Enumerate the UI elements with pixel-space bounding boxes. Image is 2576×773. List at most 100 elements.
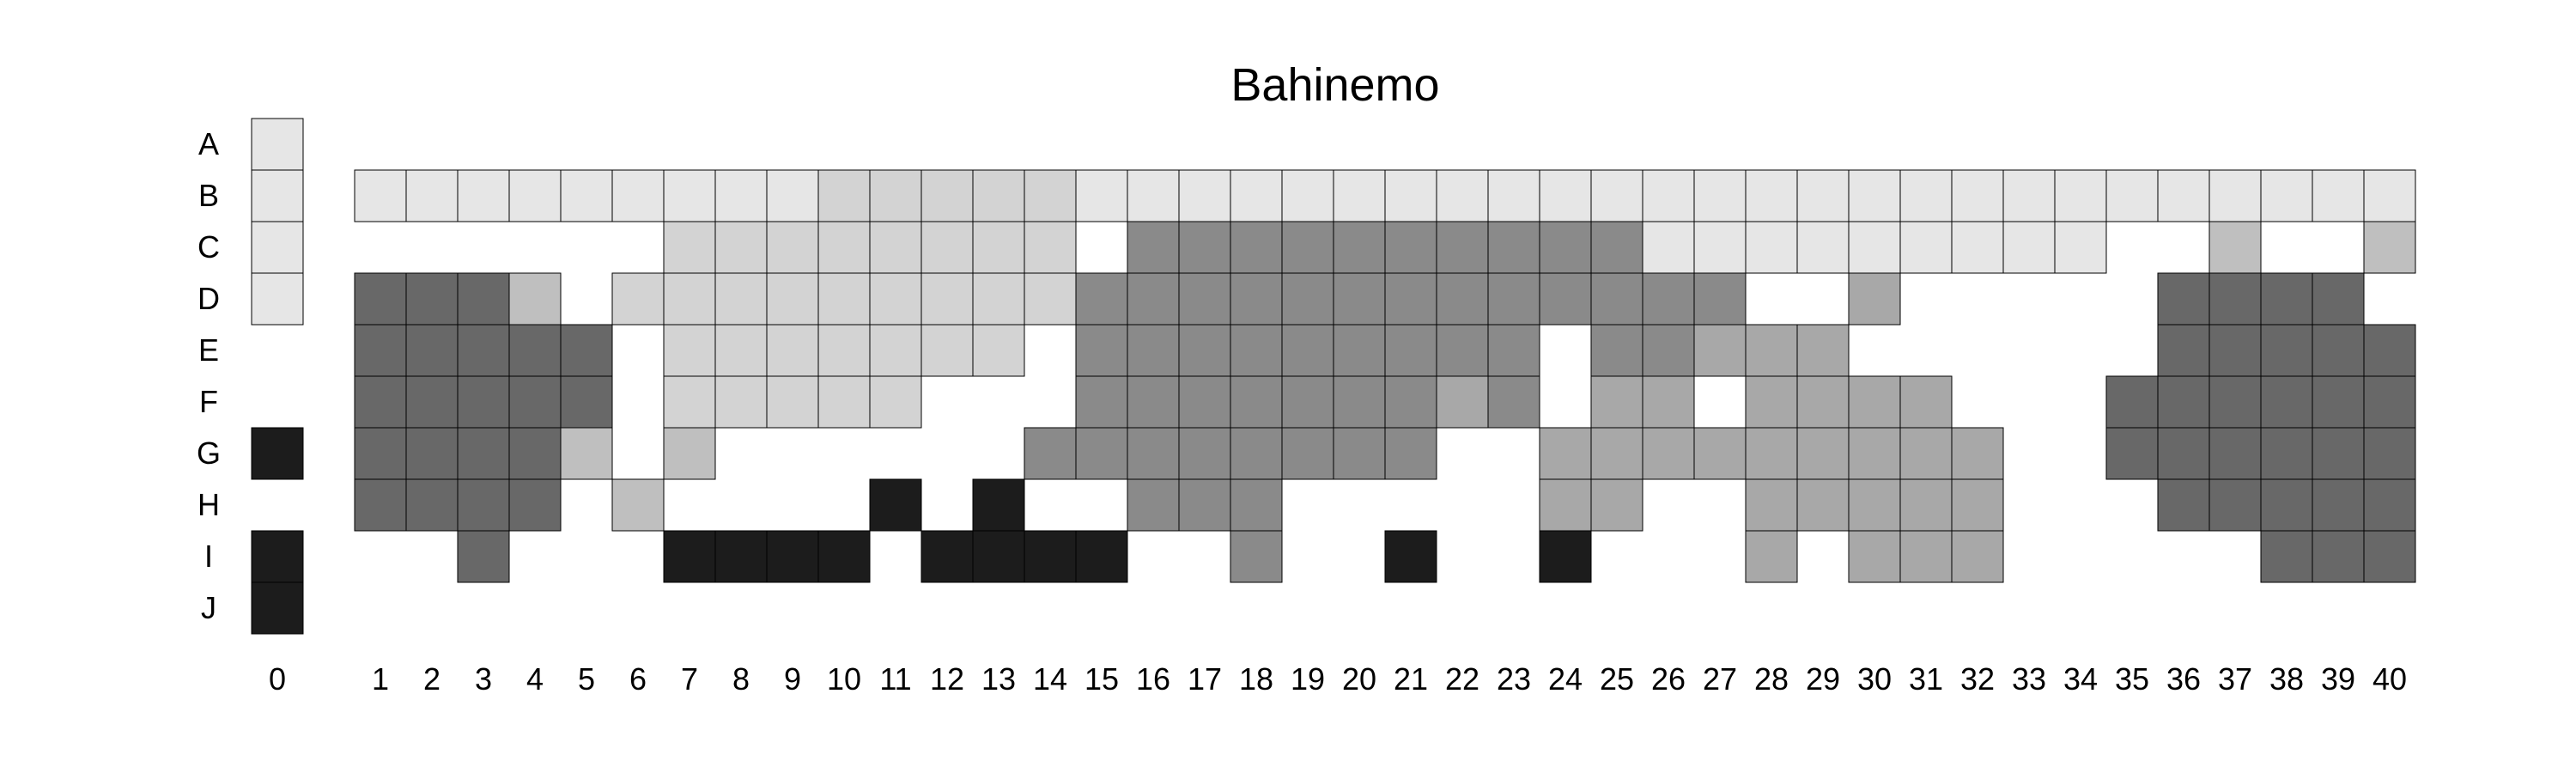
heatmap-cell-B-5	[560, 169, 613, 222]
heatmap-cell-C-40	[2363, 221, 2416, 274]
heatmap-cell-G-15	[1075, 427, 1128, 480]
column-label-27: 27	[1703, 661, 1737, 697]
heatmap-cell-F-31	[1899, 375, 1953, 429]
heatmap-cell-B-40	[2363, 169, 2416, 222]
heatmap-cell-D-13	[972, 272, 1025, 326]
heatmap-cell-C-17	[1178, 221, 1231, 274]
column-label-35: 35	[2115, 661, 2149, 697]
heatmap-cell-F-35	[2105, 375, 2159, 429]
heatmap-cell-G-32	[1951, 427, 2004, 480]
column-label-13: 13	[981, 661, 1016, 697]
heatmap-cell-I-21	[1384, 530, 1437, 583]
heatmap-cell-D-24	[1539, 272, 1592, 326]
column-label-2: 2	[423, 661, 440, 697]
heatmap-cell-I-30	[1848, 530, 1901, 583]
heatmap-cell-B-28	[1745, 169, 1798, 222]
column-label-17: 17	[1188, 661, 1222, 697]
heatmap-cell-B-36	[2157, 169, 2210, 222]
heatmap-cell-D-10	[817, 272, 871, 326]
heatmap-cell-B-31	[1899, 169, 1953, 222]
column-label-32: 32	[1960, 661, 1995, 697]
heatmap-cell-I-9	[766, 530, 819, 583]
row-label-I: I	[204, 539, 213, 574]
row-label-C: C	[197, 229, 220, 265]
row-label-F: F	[199, 384, 218, 419]
heatmap-cell-C-7	[663, 221, 716, 274]
heatmap-cell-E-36	[2157, 324, 2210, 377]
heatmap-cell-F-22	[1436, 375, 1489, 429]
heatmap-cell-G-0	[251, 427, 304, 480]
heatmap-cell-C-23	[1487, 221, 1540, 274]
column-label-7: 7	[681, 661, 698, 697]
heatmap-cell-D-11	[869, 272, 922, 326]
heatmap-cell-G-37	[2208, 427, 2262, 480]
heatmap-cell-C-8	[714, 221, 768, 274]
column-label-29: 29	[1806, 661, 1840, 697]
heatmap-cell-H-16	[1127, 478, 1180, 532]
heatmap-cell-F-19	[1281, 375, 1334, 429]
heatmap-cell-C-14	[1024, 221, 1077, 274]
heatmap-cell-B-7	[663, 169, 716, 222]
column-label-19: 19	[1291, 661, 1325, 697]
heatmap-cell-E-40	[2363, 324, 2416, 377]
heatmap-cell-G-2	[405, 427, 459, 480]
heatmap-cell-I-15	[1075, 530, 1128, 583]
heatmap-cell-F-37	[2208, 375, 2262, 429]
heatmap-cell-C-27	[1693, 221, 1747, 274]
column-label-20: 20	[1342, 661, 1376, 697]
heatmap-cell-F-36	[2157, 375, 2210, 429]
heatmap-cell-F-20	[1333, 375, 1386, 429]
heatmap-cell-E-4	[508, 324, 562, 377]
heatmap-cell-H-28	[1745, 478, 1798, 532]
heatmap-cell-C-25	[1590, 221, 1643, 274]
heatmap-cell-E-15	[1075, 324, 1128, 377]
column-label-18: 18	[1239, 661, 1273, 697]
heatmap-cell-F-18	[1230, 375, 1283, 429]
heatmap-cell-G-26	[1642, 427, 1695, 480]
heatmap-cell-I-3	[457, 530, 510, 583]
heatmap-cell-E-16	[1127, 324, 1180, 377]
heatmap-cell-H-18	[1230, 478, 1283, 532]
heatmap-cell-F-29	[1796, 375, 1850, 429]
heatmap-cell-B-12	[920, 169, 974, 222]
heatmap-cell-B-13	[972, 169, 1025, 222]
heatmap-cell-G-3	[457, 427, 510, 480]
heatmap-cell-B-37	[2208, 169, 2262, 222]
heatmap-cell-G-16	[1127, 427, 1180, 480]
heatmap-cell-F-11	[869, 375, 922, 429]
heatmap-cell-G-30	[1848, 427, 1901, 480]
heatmap-cell-E-1	[354, 324, 407, 377]
heatmap-cell-D-25	[1590, 272, 1643, 326]
column-label-36: 36	[2166, 661, 2201, 697]
heatmap-cell-C-24	[1539, 221, 1592, 274]
heatmap-cell-E-17	[1178, 324, 1231, 377]
heatmap-cell-E-10	[817, 324, 871, 377]
heatmap-cell-D-1	[354, 272, 407, 326]
heatmap-cell-F-23	[1487, 375, 1540, 429]
heatmap-cell-H-29	[1796, 478, 1850, 532]
heatmap-cell-D-19	[1281, 272, 1334, 326]
heatmap-cell-I-14	[1024, 530, 1077, 583]
column-label-11: 11	[879, 661, 911, 697]
heatmap-cell-D-37	[2208, 272, 2262, 326]
column-label-28: 28	[1754, 661, 1789, 697]
heatmap-cell-H-39	[2312, 478, 2365, 532]
heatmap-cell-I-7	[663, 530, 716, 583]
heatmap-cell-D-8	[714, 272, 768, 326]
heatmap-cell-F-8	[714, 375, 768, 429]
heatmap-cell-D-17	[1178, 272, 1231, 326]
heatmap-cell-G-17	[1178, 427, 1231, 480]
heatmap-cell-E-38	[2260, 324, 2313, 377]
column-label-12: 12	[930, 661, 964, 697]
heatmap-cell-B-21	[1384, 169, 1437, 222]
heatmap-cell-E-18	[1230, 324, 1283, 377]
heatmap-cell-E-13	[972, 324, 1025, 377]
column-label-34: 34	[2063, 661, 2098, 697]
heatmap-cell-B-3	[457, 169, 510, 222]
heatmap-cell-B-17	[1178, 169, 1231, 222]
heatmap-cell-C-34	[2054, 221, 2107, 274]
heatmap-cell-E-22	[1436, 324, 1489, 377]
column-label-5: 5	[578, 661, 595, 697]
column-label-24: 24	[1548, 661, 1583, 697]
heatmap-cell-D-21	[1384, 272, 1437, 326]
